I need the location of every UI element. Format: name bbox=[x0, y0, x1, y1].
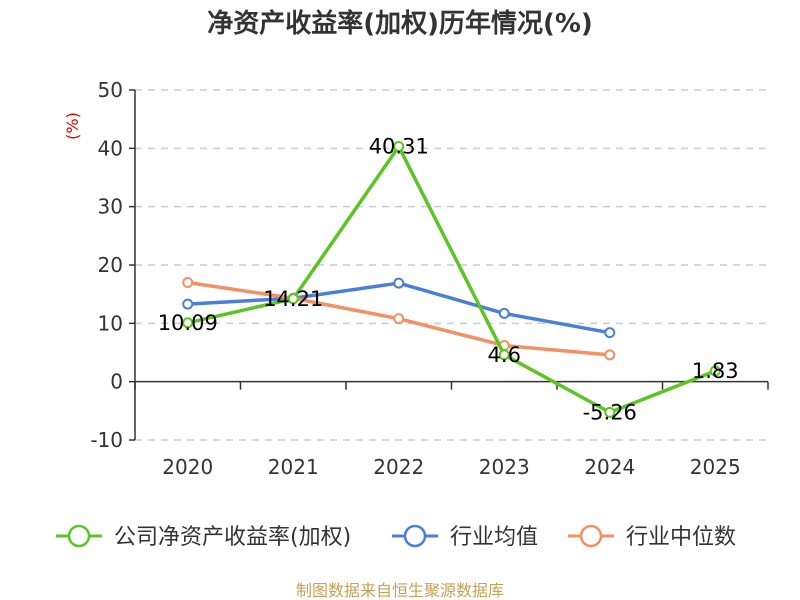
data-point bbox=[393, 277, 405, 289]
data-point bbox=[709, 365, 721, 377]
data-point bbox=[604, 327, 616, 339]
legend-marker bbox=[579, 524, 603, 548]
x-tick-label: 2023 bbox=[479, 455, 530, 479]
x-tick-label: 2020 bbox=[162, 455, 213, 479]
data-label: 10.09 bbox=[158, 311, 218, 335]
data-point bbox=[604, 349, 616, 361]
data-point bbox=[393, 313, 405, 325]
series-2 bbox=[182, 277, 616, 361]
y-tick-label: 40 bbox=[98, 136, 123, 160]
legend-marker bbox=[403, 524, 427, 548]
x-tick-label: 2024 bbox=[584, 455, 635, 479]
legend-label: 行业中位数 bbox=[626, 525, 736, 550]
data-point bbox=[287, 293, 299, 305]
x-tick-label: 2021 bbox=[268, 455, 319, 479]
y-axis-unit: (%) bbox=[63, 112, 82, 140]
data-point bbox=[498, 349, 510, 361]
data-label: -5.26 bbox=[583, 400, 637, 424]
y-tick-label: -10 bbox=[90, 428, 123, 452]
legend-label: 行业均值 bbox=[450, 525, 538, 550]
data-point bbox=[604, 406, 616, 418]
legend-item[interactable]: 行业中位数 bbox=[568, 524, 736, 550]
data-point bbox=[498, 307, 510, 319]
data-labels: 10.09 14.21 40.31 4.6 -5.26 1.83 bbox=[158, 135, 739, 425]
axes: -10 0 10 20 30 40 50 2020 2021 2022 2023 2024 2025 bbox=[90, 78, 769, 479]
legend[interactable]: 公司净资产收益率(加权) 行业均值 行业中位数 bbox=[56, 524, 736, 550]
y-tick-label: 20 bbox=[98, 253, 123, 277]
legend-label: 公司净资产收益率(加权) bbox=[114, 525, 351, 550]
x-tick-label: 2025 bbox=[690, 455, 741, 479]
data-label: 14.21 bbox=[263, 287, 323, 311]
x-tick-label: 2022 bbox=[373, 455, 424, 479]
data-point bbox=[182, 298, 194, 310]
data-label: 40.31 bbox=[369, 135, 429, 159]
data-point bbox=[182, 317, 194, 329]
series-line bbox=[187, 144, 716, 415]
y-tick-label: 0 bbox=[110, 370, 123, 394]
data-point bbox=[182, 277, 194, 288]
source-note: 制图数据来自恒生聚源数据库 bbox=[296, 581, 504, 600]
grid bbox=[135, 89, 768, 441]
y-tick-label: 30 bbox=[98, 195, 123, 219]
series bbox=[182, 141, 721, 418]
data-label: 4.6 bbox=[488, 343, 521, 367]
data-label: 1.83 bbox=[692, 359, 739, 383]
chart-title: 净资产收益率(加权)历年情况(%) bbox=[207, 8, 593, 39]
legend-item[interactable]: 行业均值 bbox=[392, 524, 538, 550]
legend-marker bbox=[67, 524, 91, 548]
y-tick-label: 10 bbox=[98, 311, 123, 335]
legend-item[interactable]: 公司净资产收益率(加权) bbox=[56, 524, 351, 550]
y-tick-label: 50 bbox=[98, 78, 123, 102]
series-0 bbox=[182, 141, 721, 418]
data-point bbox=[393, 141, 405, 153]
